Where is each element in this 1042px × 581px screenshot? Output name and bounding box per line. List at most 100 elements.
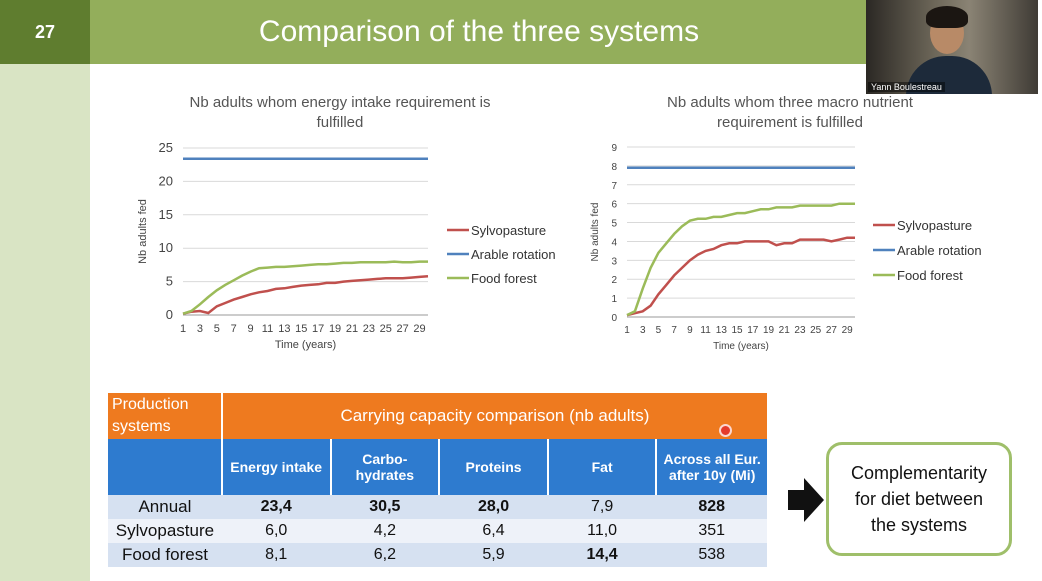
legend-label: Arable rotation	[471, 247, 556, 262]
x-tick-label: 7	[231, 323, 237, 335]
series-line-food-forest	[182, 260, 428, 315]
table-cell: 8,1	[221, 543, 331, 567]
row-name: Sylvopasture	[108, 519, 222, 543]
y-tick-label: 10	[159, 240, 173, 255]
x-tick-label: 7	[671, 325, 677, 336]
right-arrow-icon	[788, 478, 824, 522]
x-tick-label: 3	[640, 325, 646, 336]
table-cell: 351	[656, 519, 767, 543]
column-header-across-eur: Across all Eur. after 10y (Mi)	[655, 439, 767, 495]
chart1-title-line2: fulfilled	[316, 114, 364, 131]
table-cell: 11,0	[547, 519, 657, 543]
chart2-title-line1: Nb adults whom three macro nutrient	[667, 94, 913, 111]
series-line-sylvopasture	[182, 275, 429, 315]
corner-header-line1: Production	[112, 396, 189, 413]
y-tick-label: 4	[611, 237, 617, 248]
table-cell: 30,5	[330, 495, 440, 519]
column-header-eur-line2: after 10y (Mi)	[669, 467, 756, 483]
x-tick-label: 25	[810, 325, 822, 336]
chart1-title: Nb adults whom energy intake requirement…	[150, 93, 530, 133]
table-row: Annual 23,4 30,5 28,0 7,9 828	[108, 495, 767, 519]
series-line-sylvopasture	[626, 236, 855, 317]
callout-line3: the systems	[870, 515, 967, 535]
blank-header-cell	[108, 439, 222, 495]
row-name: Food forest	[108, 543, 222, 567]
table-cell: 5,9	[439, 543, 548, 567]
legend-label: Arable rotation	[897, 243, 982, 258]
chart2-title-line2: requirement is fulfilled	[717, 114, 863, 131]
x-tick-label: 5	[656, 325, 662, 336]
column-header-energy: Energy intake	[220, 439, 331, 495]
legend-label: Sylvopasture	[471, 223, 546, 238]
slide-number: 27	[0, 0, 90, 64]
x-axis-label: Time (years)	[713, 341, 769, 352]
row-name: Annual	[108, 495, 222, 519]
y-axis-label: Nb adults fed	[137, 199, 149, 264]
y-tick-label: 6	[611, 200, 617, 211]
x-tick-label: 15	[732, 325, 744, 336]
x-tick-label: 13	[716, 325, 728, 336]
x-tick-label: 13	[278, 323, 290, 335]
y-tick-label: 3	[611, 256, 617, 267]
y-tick-label: 8	[611, 162, 617, 173]
series-line-food-forest	[626, 202, 855, 317]
corner-header-line2: systems	[112, 418, 171, 435]
table-cell: 28,0	[439, 495, 548, 519]
x-tick-label: 11	[262, 323, 273, 335]
x-tick-label: 5	[214, 323, 220, 335]
table-cell: 6,0	[221, 519, 331, 543]
x-tick-label: 29	[413, 323, 425, 335]
webcam-person-hair	[926, 6, 968, 28]
x-tick-label: 23	[363, 323, 375, 335]
y-tick-label: 5	[611, 219, 617, 230]
x-tick-label: 17	[312, 323, 324, 335]
y-tick-label: 0	[611, 313, 617, 324]
table-cell: 14,4	[547, 543, 657, 567]
table-cell: 538	[656, 543, 767, 567]
y-tick-label: 9	[611, 143, 617, 154]
x-tick-label: 9	[687, 325, 693, 336]
y-axis-label: Nb adults fed	[590, 203, 601, 262]
y-tick-label: 20	[159, 173, 173, 188]
group-header: Carrying capacity comparison (nb adults)	[220, 393, 767, 439]
y-tick-label: 25	[159, 140, 173, 155]
table-cell: 7,9	[547, 495, 657, 519]
column-header-carbohydrates: Carbo- hydrates	[329, 439, 440, 495]
table-cell: 23,4	[221, 495, 331, 519]
y-tick-label: 7	[611, 181, 617, 192]
x-tick-label: 19	[763, 325, 775, 336]
x-axis-label: Time (years)	[275, 339, 336, 351]
y-tick-label: 5	[166, 274, 173, 289]
laser-pointer-dot	[719, 424, 732, 437]
y-tick-label: 15	[159, 207, 173, 222]
x-tick-label: 11	[700, 325, 711, 336]
table-cell: 4,2	[330, 519, 440, 543]
webcam-participant-name: Yann Boulestreau	[868, 82, 945, 92]
table-cell: 828	[656, 495, 767, 519]
table-cell: 6,2	[330, 543, 440, 567]
x-tick-label: 1	[180, 323, 186, 335]
y-tick-label: 1	[611, 294, 617, 305]
column-header-carb-line2: hydrates	[355, 467, 415, 483]
column-header-proteins-line1: Proteins	[465, 459, 522, 475]
x-tick-label: 19	[329, 323, 341, 335]
webcam-video: Yann Boulestreau	[866, 0, 1038, 94]
table-row: Food forest 8,1 6,2 5,9 14,4 538	[108, 543, 767, 567]
slide-title-bar: Comparison of the three systems	[90, 0, 868, 64]
x-tick-label: 25	[380, 323, 392, 335]
x-tick-label: 15	[295, 323, 307, 335]
legend-label: Food forest	[471, 271, 537, 286]
column-header-fat: Fat	[546, 439, 657, 495]
y-tick-label: 2	[611, 275, 617, 286]
x-tick-label: 3	[197, 323, 203, 335]
chart1-title-line1: Nb adults whom energy intake requirement…	[189, 94, 491, 111]
x-tick-label: 23	[794, 325, 806, 336]
slide-title: Comparison of the three systems	[258, 15, 700, 48]
x-tick-label: 21	[346, 323, 358, 335]
corner-header: Production systems	[108, 393, 222, 439]
table-cell: 6,4	[439, 519, 548, 543]
column-header-energy-line1: Energy intake	[230, 459, 323, 475]
x-tick-label: 9	[248, 323, 254, 335]
